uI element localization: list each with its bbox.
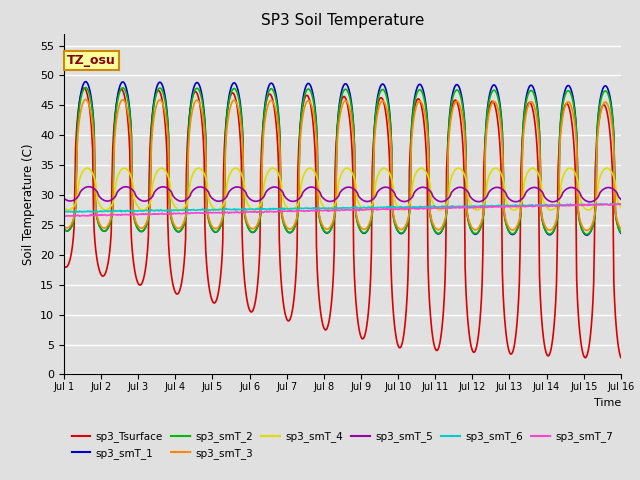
Title: SP3 Soil Temperature: SP3 Soil Temperature	[260, 13, 424, 28]
Text: TZ_osu: TZ_osu	[67, 54, 116, 67]
X-axis label: Time: Time	[593, 397, 621, 408]
Y-axis label: Soil Temperature (C): Soil Temperature (C)	[22, 143, 35, 265]
Legend: sp3_Tsurface, sp3_smT_1, sp3_smT_2, sp3_smT_3, sp3_smT_4, sp3_smT_5, sp3_smT_6, : sp3_Tsurface, sp3_smT_1, sp3_smT_2, sp3_…	[68, 427, 617, 463]
